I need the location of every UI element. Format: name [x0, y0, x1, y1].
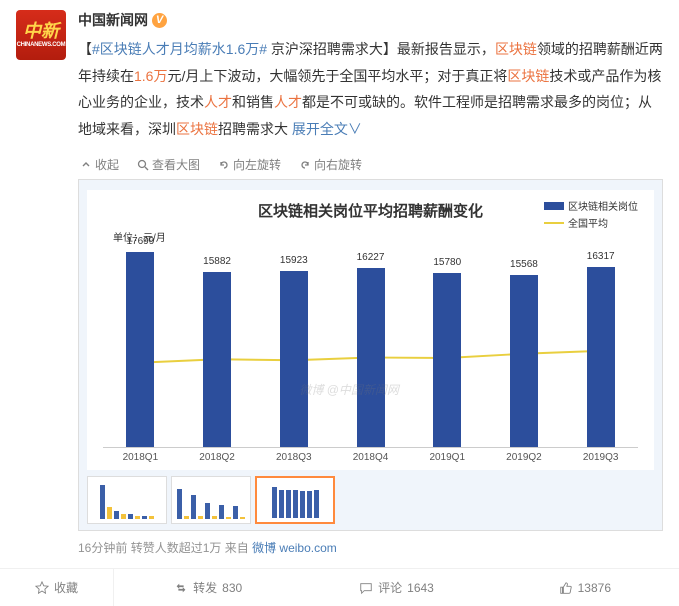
avatar-subtext: CHINANEWS.COM — [17, 42, 66, 49]
post-meta: 16分钟前 转赞人数超过1万 来自 微博 weibo.com — [78, 539, 663, 556]
star-icon — [35, 581, 49, 595]
bar-2018Q3: 785015923 — [266, 248, 321, 447]
hashtag[interactable]: #区块链人才月均薪水1.6万# — [92, 41, 267, 57]
bar-2019Q1: 805015780 — [420, 248, 475, 447]
favorite-button[interactable]: 收藏 — [0, 569, 114, 606]
expand-link[interactable]: 展开全文∨ — [292, 121, 362, 137]
bar-2018Q2: 793215882 — [190, 248, 245, 447]
author-avatar[interactable]: 中新 CHINANEWS.COM — [16, 10, 66, 60]
post-body: 【#区块链人才月均薪水1.6万# 京沪深招聘需求大】最新报告显示，区块链领域的招… — [78, 36, 663, 142]
bar-2018Q4: 809616227 — [343, 248, 398, 447]
rotate-right-button[interactable]: 向右旋转 — [299, 156, 362, 173]
bar-2019Q3: 869816317 — [573, 248, 628, 447]
rotate-left-button[interactable]: 向左旋转 — [218, 156, 281, 173]
thumbnail-3[interactable] — [255, 476, 335, 524]
chart-x-labels: 2018Q12018Q22018Q32018Q42019Q12019Q22019… — [103, 448, 638, 463]
chart-container: 区块链相关岗位平均招聘薪酬变化 区块链相关岗位 全国平均 单位：元/月 7629… — [78, 179, 663, 531]
like-button[interactable]: 13876 — [491, 569, 679, 606]
thumbnail-1[interactable] — [87, 476, 167, 524]
source-link[interactable]: 微博 weibo.com — [252, 541, 337, 555]
author-name[interactable]: 中国新闻网 — [78, 10, 148, 30]
actions-bar: 收藏 转发 830 评论 1643 13876 — [0, 568, 679, 606]
thumb-up-icon — [559, 581, 573, 595]
zoom-button[interactable]: 查看大图 — [137, 156, 200, 173]
repost-button[interactable]: 转发 830 — [114, 569, 302, 606]
image-viewer: 收起 查看大图 向左旋转 向右旋转 区块链相关岗位平均招聘薪酬变化 区块链相关岗… — [78, 150, 663, 531]
avatar-text: 中新 — [23, 22, 59, 42]
chart-bars: 762917699 793215882 785015923 809616227 8050… — [103, 248, 638, 448]
thumbnail-2[interactable] — [171, 476, 251, 524]
verified-icon: V — [152, 13, 167, 28]
collapse-button[interactable]: 收起 — [80, 156, 119, 173]
thumbnail-row — [87, 476, 654, 524]
comment-button[interactable]: 评论 1643 — [302, 569, 490, 606]
comment-icon — [359, 581, 373, 595]
bar-2019Q2: 843215568 — [497, 248, 552, 447]
bar-2018Q1: 762917699 — [113, 248, 168, 447]
chart-legend: 区块链相关岗位 全国平均 — [544, 198, 638, 232]
repost-icon — [174, 581, 188, 595]
timestamp[interactable]: 16分钟前 — [78, 541, 127, 555]
